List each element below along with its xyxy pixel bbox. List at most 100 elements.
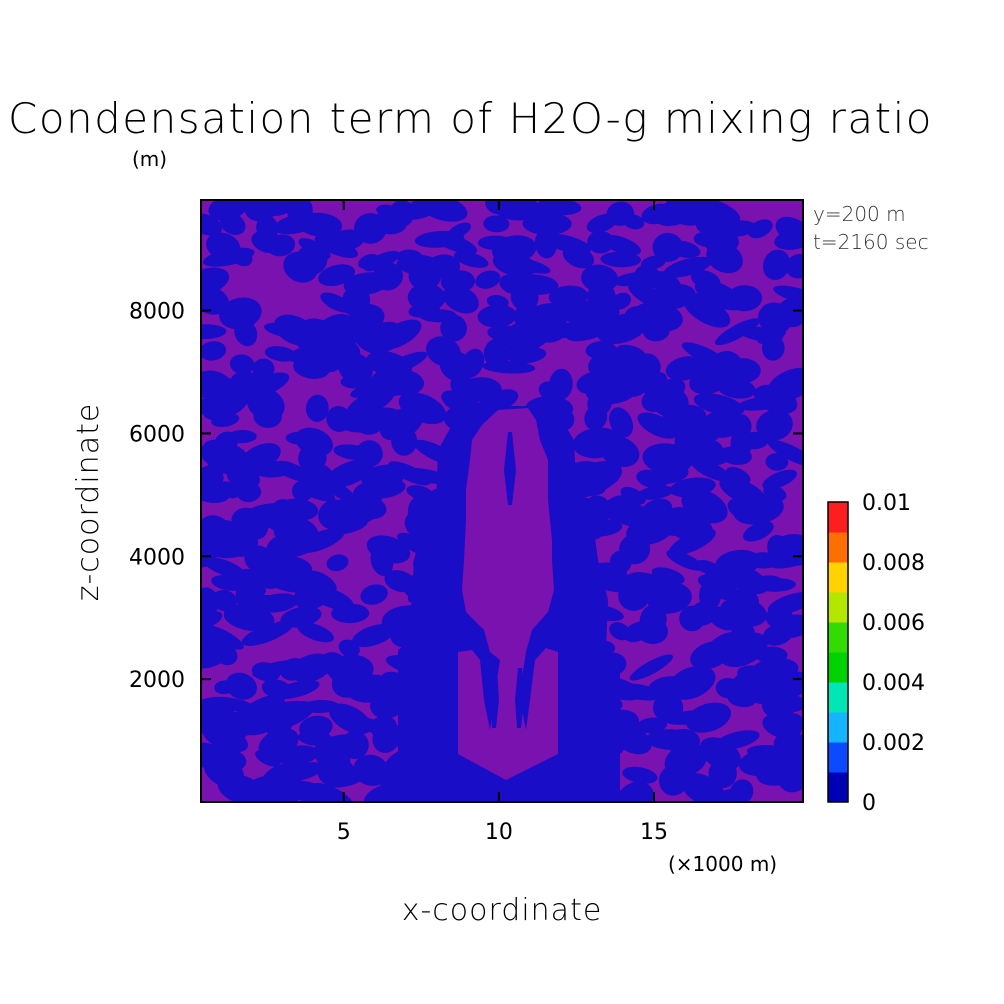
noise-patch — [201, 587, 219, 619]
y-tick-label: 4000 — [129, 545, 185, 570]
colorbar-label: 0 — [862, 791, 876, 816]
noise-patch — [690, 601, 716, 626]
plot-frame — [200, 199, 804, 803]
noise-patch — [777, 763, 803, 793]
noise-patch — [442, 285, 479, 314]
noise-patch — [372, 262, 404, 291]
noise-patch — [297, 622, 334, 643]
noise-patch — [549, 368, 573, 401]
noise-patch — [720, 446, 752, 465]
noise-patch — [708, 758, 737, 789]
noise-patch — [776, 297, 803, 328]
noise-patch — [622, 766, 658, 784]
x-tick-label: 15 — [640, 820, 668, 845]
noise-patch — [322, 479, 356, 502]
noise-patch — [237, 482, 262, 503]
noise-patch — [483, 337, 512, 367]
noise-patch — [617, 781, 654, 802]
noise-patch — [758, 578, 796, 592]
column-hole-mid-right — [515, 668, 524, 728]
noise-patch — [373, 768, 406, 787]
y-tick-label: 8000 — [129, 300, 185, 325]
annotation-t: t=2160 sec — [813, 230, 929, 254]
noise-patch — [340, 373, 373, 389]
colorbar-label: 0.008 — [862, 551, 925, 576]
noise-patch — [276, 745, 319, 766]
noise-patch — [234, 319, 258, 347]
colorbar-segment — [828, 562, 848, 593]
colorbar-segment — [828, 772, 848, 803]
noise-patch — [315, 334, 357, 362]
contour-field — [201, 200, 803, 802]
noise-patch — [637, 485, 674, 500]
noise-patch — [326, 554, 349, 572]
noise-patch — [767, 439, 803, 467]
noise-patch — [706, 242, 743, 274]
noise-patch — [771, 550, 803, 569]
noise-patch — [346, 493, 387, 520]
noise-patch — [201, 341, 227, 361]
noise-patch — [208, 200, 248, 221]
noise-patch — [743, 521, 774, 542]
noise-patch — [272, 680, 320, 700]
colorbar-frame — [827, 501, 849, 803]
noise-patch — [600, 251, 641, 268]
noise-patch — [362, 478, 406, 499]
noise-patch — [229, 354, 255, 375]
noise-patch — [609, 407, 634, 438]
noise-patch — [753, 384, 798, 415]
noise-patch — [618, 580, 651, 611]
noise-patch — [483, 215, 510, 233]
noise-patch — [601, 234, 641, 256]
noise-patch — [762, 469, 798, 490]
noise-patch — [761, 335, 785, 361]
noise-patch — [629, 654, 674, 681]
noise-patch — [507, 347, 547, 364]
noise-patch — [327, 229, 365, 251]
noise-patch — [225, 672, 257, 700]
noise-patch — [475, 270, 501, 289]
noise-patch — [223, 604, 275, 631]
noise-patch — [765, 453, 789, 471]
noise-patch — [318, 264, 356, 287]
noise-patch — [576, 477, 616, 498]
noise-patch — [733, 493, 784, 525]
colorbar-label: 0.004 — [862, 671, 925, 696]
noise-patch — [719, 632, 768, 668]
noise-patch — [296, 244, 328, 275]
noise-patch — [201, 213, 223, 236]
noise-patch — [211, 589, 238, 612]
noise-patch — [599, 435, 640, 468]
noise-patch — [667, 665, 716, 700]
x-tick-label: 5 — [337, 820, 351, 845]
noise-patch — [610, 292, 632, 310]
noise-patch — [537, 200, 582, 216]
noise-patch — [747, 552, 780, 569]
noise-patch — [352, 623, 396, 648]
noise-patch — [756, 409, 793, 441]
noise-patch — [202, 387, 251, 421]
noise-patch — [253, 404, 282, 428]
noise-patch — [263, 620, 293, 638]
noise-patch — [762, 249, 791, 281]
noise-patch — [305, 394, 329, 422]
noise-patch — [440, 314, 467, 342]
noise-patch — [227, 429, 257, 444]
noise-patch — [215, 645, 238, 666]
colorbar: 0 0.002 0.004 0.006 0.008 0.01 — [827, 491, 925, 816]
noise-patch — [370, 690, 405, 719]
noise-patch — [666, 550, 704, 571]
column-hole-mid-left — [490, 668, 499, 728]
annotation-y: y=200 m — [813, 202, 906, 226]
noise-patch — [785, 253, 803, 279]
noise-patch — [324, 459, 374, 488]
noise-patch — [418, 200, 468, 222]
colorbar-segment — [828, 712, 848, 743]
noise-patch — [295, 528, 345, 554]
noise-patch — [586, 282, 616, 312]
noise-patch — [584, 404, 608, 431]
noise-patch — [218, 481, 240, 499]
noise-patch — [562, 245, 595, 269]
noise-patch — [642, 320, 670, 342]
